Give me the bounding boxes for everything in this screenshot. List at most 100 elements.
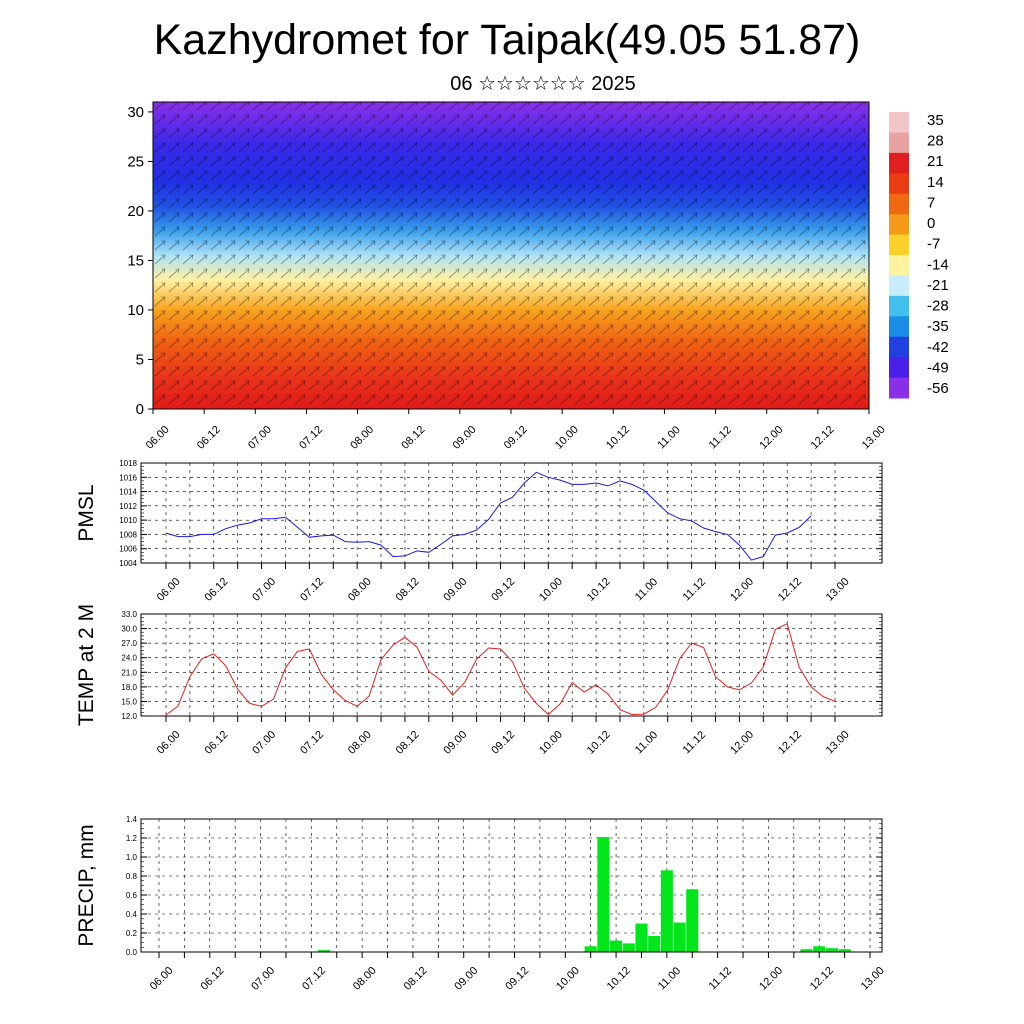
x-tick-label: 08.12 [399, 424, 427, 452]
y-tick-label: 12.0 [121, 712, 137, 721]
x-tick-label: 07.00 [250, 729, 278, 757]
y-tick-label: 0.0 [126, 948, 138, 957]
x-tick-label: 12.12 [809, 424, 837, 452]
precip-bar [648, 935, 661, 952]
y-tick-label: 1.4 [126, 815, 138, 824]
x-tick-label: 07.12 [298, 576, 326, 604]
x-tick-label: 08.12 [394, 729, 422, 757]
x-tick-label: 08.00 [346, 729, 374, 757]
x-tick-label: 06.12 [195, 424, 223, 452]
x-tick-label: 07.00 [246, 424, 274, 452]
y-axis-label: PMSL [75, 484, 98, 541]
y-tick-label: 1.2 [126, 834, 138, 843]
colorbar-swatch [889, 214, 909, 236]
y-tick-label: 30 [127, 104, 144, 121]
plot-frame [140, 462, 883, 564]
x-tick-label: 07.00 [249, 965, 277, 993]
x-tick-label: 09.00 [441, 729, 469, 757]
upper-air-panel: 0 5 10 15 20 25 30 06.00 06.12 07.00 07.12 08.00 08.… [127, 101, 888, 452]
y-tick-label: 1012 [119, 502, 137, 511]
x-tick-label: 10.12 [605, 965, 633, 993]
y-tick-label: 0 [136, 401, 144, 418]
y-tick-label: 27.0 [121, 639, 137, 648]
colorbar-swatch [889, 173, 909, 195]
x-tick-label: 09.12 [502, 424, 530, 452]
y-tick-label: 0.8 [126, 872, 138, 881]
y-tick-label: 15.0 [121, 697, 137, 706]
x-tick-label: 11.00 [656, 965, 683, 992]
y-tick-label: 0.2 [126, 929, 138, 938]
x-tick-label: 06.00 [155, 576, 183, 604]
colorbar-label: 35 [927, 112, 944, 129]
colorbar-label: 7 [927, 194, 935, 211]
x-tick-label: 11.00 [633, 729, 660, 756]
x-tick-label: 12.12 [776, 576, 804, 604]
colorbar-label: -35 [927, 318, 949, 335]
field-layer [153, 102, 869, 409]
x-tick-label: 11.00 [633, 576, 660, 603]
y-tick-label: 18.0 [121, 683, 137, 692]
y-tick-label: 21.0 [121, 668, 137, 677]
x-tick-label: 09.00 [441, 576, 469, 604]
colorbar-swatch [889, 316, 909, 338]
x-tick-label: 13.00 [859, 965, 887, 993]
y-tick-label: 10 [127, 302, 144, 319]
y-tick-label: 1014 [119, 488, 137, 497]
colorbar-label: 14 [927, 174, 944, 191]
series-line [165, 471, 812, 561]
precip-bar [584, 946, 597, 952]
precip-bar [610, 940, 623, 952]
x-tick-label: 06.00 [155, 729, 183, 757]
x-tick-label: 06.00 [148, 965, 176, 993]
y-tick-label: 0.6 [126, 891, 138, 900]
x-tick-label: 11.12 [681, 729, 708, 756]
x-tick-label: 08.12 [394, 576, 422, 604]
y-tick-label: 25 [127, 153, 144, 170]
y-tick-label: 1016 [119, 473, 137, 482]
precip-bar [622, 943, 635, 952]
colorbar-label: -28 [927, 298, 949, 315]
x-tick-label: 10.00 [554, 965, 582, 993]
chart-title: Kazhydromet for Taipak(49.05 51.87) [153, 16, 861, 64]
x-tick-label: 10.00 [537, 576, 565, 604]
y-tick-label: 1004 [119, 559, 137, 568]
colorbar-label: -56 [927, 380, 949, 397]
precip-bar [825, 948, 838, 952]
x-tick-label: 11.12 [707, 965, 734, 992]
y-tick-label: 15 [127, 252, 144, 269]
colorbar-label: -7 [927, 236, 940, 253]
x-tick-label: 10.12 [585, 576, 613, 604]
series-line [165, 622, 836, 716]
x-tick-label: 13.00 [824, 729, 852, 757]
pmsl-panel: 1004 1006 1008 1010 1012 1014 1016 1018 06.00 06.… [75, 459, 883, 604]
colorbar-swatch [889, 275, 909, 297]
x-tick-label: 09.12 [489, 576, 517, 604]
colorbar-swatch [889, 234, 909, 256]
x-tick-label: 10.00 [537, 729, 565, 757]
x-tick-label: 07.12 [300, 965, 328, 993]
colorbar-swatch [889, 132, 909, 154]
y-tick-label: 1008 [119, 530, 137, 539]
y-tick-label: 33.0 [121, 610, 137, 619]
y-tick-label: 0.4 [126, 910, 138, 919]
x-tick-label: 12.00 [757, 424, 785, 452]
precip-bar [635, 923, 648, 952]
colorbar-label: -42 [927, 339, 949, 356]
chart-subtitle: 06 ☆☆☆☆☆☆ 2025 [450, 73, 636, 95]
colorbar-label: -21 [927, 277, 949, 294]
x-tick-label: 11.00 [655, 424, 682, 451]
wind-barbs-field [153, 102, 869, 409]
x-tick-label: 08.00 [348, 424, 376, 452]
x-tick-label: 12.00 [757, 965, 785, 993]
x-tick-label: 13.00 [860, 424, 888, 452]
colorbar-swatch [889, 193, 909, 215]
colorbar-label: -49 [927, 359, 949, 376]
y-tick-label: 1.0 [126, 853, 138, 862]
x-tick-label: 06.12 [203, 729, 231, 757]
x-tick-label: 11.12 [707, 424, 734, 451]
y-tick-label: 5 [136, 351, 144, 368]
x-tick-label: 08.00 [351, 965, 379, 993]
colorbar-swatch [889, 377, 909, 399]
x-tick-label: 12.00 [728, 576, 756, 604]
